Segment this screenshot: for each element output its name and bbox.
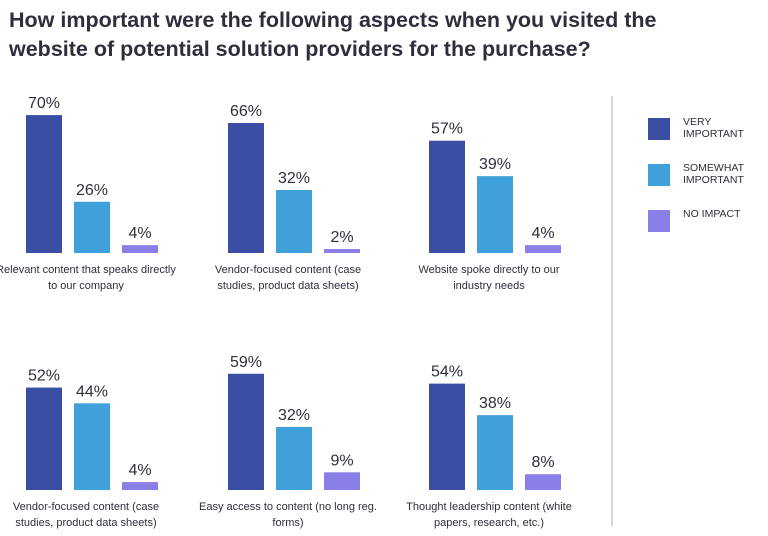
group-label-4: Vendor-focused content (case studies, pr… [12,501,160,529]
bar-group4-somewhat-important [74,403,110,490]
bar-group1-no-impact [122,245,158,253]
legend-item-somewhat-important: SOMEWHAT IMPORTANT [648,162,763,186]
bar-group3-very-important [429,140,465,253]
legend-swatch-very-important [648,118,670,140]
legend-item-no-impact: NO IMPACT [648,208,763,232]
bar-value-label: 8% [531,454,554,471]
group-label-6: Thought leadership content (white papers… [406,501,572,529]
bar-value-label: 70% [28,95,60,112]
bar-group2-no-impact [324,249,360,253]
bar-value-label: 38% [479,395,511,412]
bar-value-label: 66% [230,103,262,120]
bar-group4-no-impact [122,482,158,490]
bar-value-label: 26% [76,182,108,199]
bar-group1-very-important [26,115,62,253]
bar-value-label: 9% [330,452,353,469]
bar-value-label: 39% [479,156,511,173]
group-label-5: Easy access to content (no long reg. for… [199,501,377,529]
bar-group1-somewhat-important [74,201,110,253]
legend-swatch-somewhat-important [648,164,670,186]
bar-value-label: 4% [128,462,151,479]
group-label-2: Vendor-focused content (case studies, pr… [214,264,362,292]
group-label-1: Relevant content that speaks directly to… [0,264,176,292]
bar-value-label: 2% [330,229,353,246]
bar-value-label: 59% [230,354,262,371]
bar-value-label: 32% [278,407,310,424]
legend-divider [611,96,613,526]
bar-value-label: 44% [76,383,108,400]
legend-item-very-important: VERY IMPORTANT [648,116,763,140]
legend-swatch-no-impact [648,210,670,232]
bar-value-label: 54% [431,364,463,381]
bar-value-label: 32% [278,170,310,187]
legend: VERY IMPORTANT SOMEWHAT IMPORTANT NO IMP… [648,116,763,254]
bar-group5-very-important [228,373,264,490]
bar-group5-no-impact [324,472,360,490]
bar-group6-somewhat-important [477,415,513,490]
bar-group5-somewhat-important [276,426,312,490]
group-label-3: Website spoke directly to our industry n… [418,264,560,292]
legend-label-somewhat-important: SOMEWHAT IMPORTANT [683,162,744,186]
chart-title: How important were the following aspects… [9,8,657,61]
bar-value-label: 4% [531,225,554,242]
bar-group4-very-important [26,387,62,490]
legend-label-no-impact: NO IMPACT [683,208,741,220]
bar-group2-very-important [228,122,264,253]
bar-value-label: 52% [28,368,60,385]
bar-group3-somewhat-important [477,176,513,253]
legend-label-very-important: VERY IMPORTANT [683,116,744,140]
bar-group3-no-impact [525,245,561,253]
bar-value-label: 4% [128,225,151,242]
bar-value-label: 57% [431,121,463,138]
bar-group2-somewhat-important [276,189,312,253]
bar-group6-very-important [429,383,465,490]
bar-group6-no-impact [525,474,561,490]
